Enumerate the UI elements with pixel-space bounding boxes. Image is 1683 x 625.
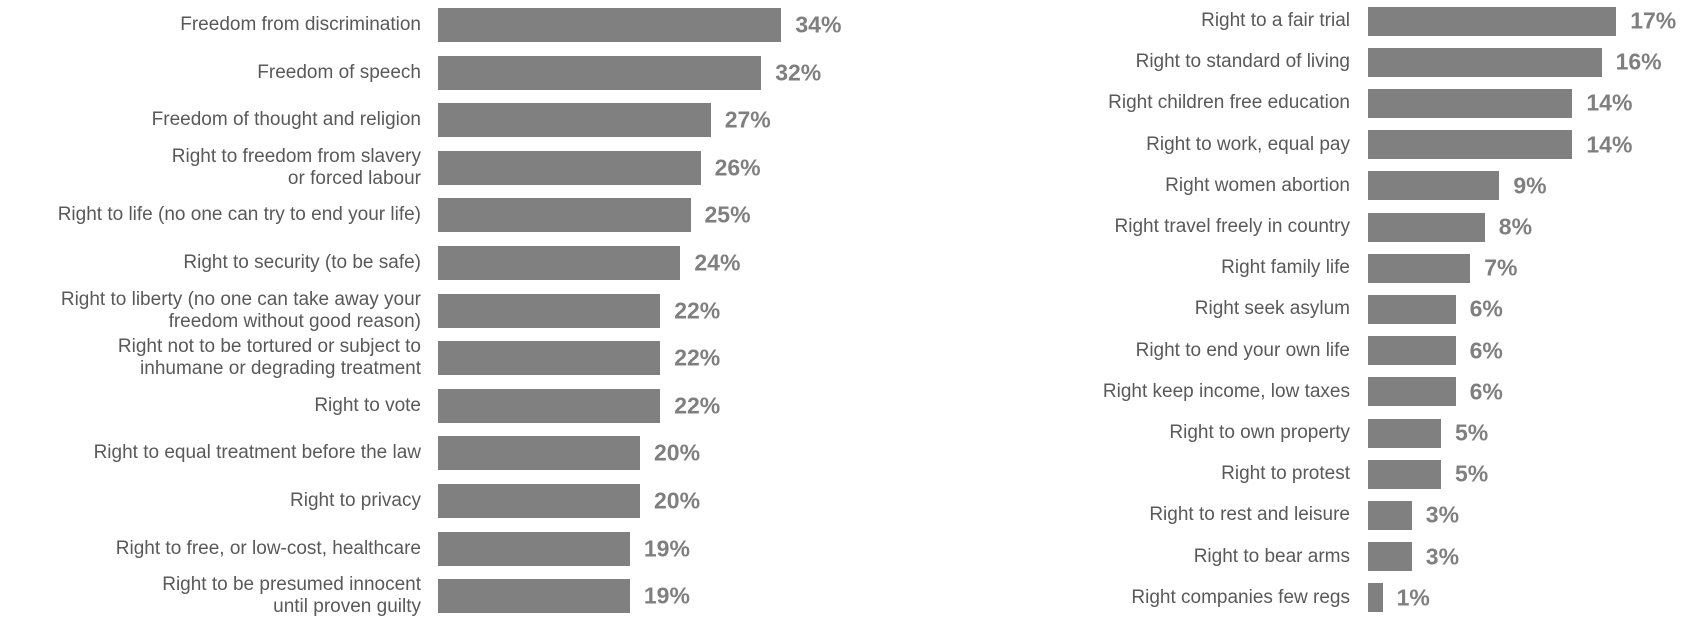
value-label: 26% [714, 154, 761, 181]
value-label: 5% [1455, 460, 1489, 487]
bar [438, 341, 661, 376]
category-label: Right to vote [314, 394, 421, 416]
bar [438, 388, 661, 423]
bar [1368, 130, 1573, 160]
bar [1368, 377, 1456, 407]
category-label: Right to equal treatment before the law [93, 442, 421, 464]
value-label: 1% [1396, 584, 1430, 611]
bar [1368, 500, 1412, 530]
category-label: Right keep income, low taxes [1102, 380, 1350, 402]
value-label: 20% [654, 439, 701, 466]
category-label: Freedom of thought and religion [151, 109, 421, 131]
bar [1368, 294, 1456, 324]
value-label: 19% [643, 582, 690, 609]
category-label: Right to security (to be safe) [183, 252, 421, 273]
bar [438, 246, 681, 280]
value-label: 20% [654, 487, 701, 514]
value-label: 25% [704, 201, 751, 228]
value-label: 9% [1513, 172, 1547, 199]
category-label: Right to liberty (no one can take away y… [60, 288, 421, 332]
value-label: 22% [674, 297, 721, 324]
bar [438, 579, 630, 614]
category-label: Right to be presumed innocent until prov… [162, 574, 421, 618]
value-label: 34% [795, 11, 842, 38]
value-label: 6% [1469, 295, 1503, 322]
value-label: 17% [1630, 7, 1677, 34]
value-label: 6% [1469, 378, 1503, 405]
category-label: Right to life (no one can try to end you… [57, 204, 421, 226]
category-label: Right to a fair trial [1201, 10, 1350, 31]
category-label: Right to end your own life [1135, 339, 1350, 361]
value-label: 6% [1469, 337, 1503, 364]
category-label: Right to standard of living [1135, 51, 1350, 73]
value-label: 22% [674, 392, 721, 419]
bar [438, 55, 762, 90]
category-label: Freedom of speech [257, 61, 421, 83]
bar [1368, 6, 1617, 36]
value-label: 32% [775, 59, 822, 86]
category-label: Right to rest and leisure [1149, 504, 1350, 526]
bar [1368, 336, 1456, 366]
category-label: Freedom from discrimination [180, 14, 421, 35]
bar [438, 531, 630, 566]
category-label: Right not to be tortured or subject to i… [117, 336, 421, 380]
value-label: 19% [643, 535, 690, 562]
bar [438, 293, 661, 328]
value-label: 5% [1455, 419, 1489, 446]
bar [438, 150, 701, 185]
category-label: Right to work, equal pay [1146, 133, 1350, 155]
category-label: Right travel freely in country [1114, 216, 1351, 237]
value-label: 14% [1586, 131, 1633, 158]
category-label: Right to privacy [290, 490, 421, 511]
bar [438, 436, 640, 471]
category-label: Right companies few regs [1131, 586, 1350, 608]
value-label: 3% [1425, 501, 1460, 528]
bar [438, 8, 782, 42]
bar [438, 198, 691, 233]
bar [1368, 583, 1383, 613]
value-label: 27% [724, 106, 771, 133]
bar [1368, 459, 1441, 489]
bar [1368, 88, 1573, 118]
value-label: 24% [694, 249, 741, 276]
bar [438, 484, 640, 518]
category-label: Right women abortion [1165, 174, 1350, 196]
bar [1368, 47, 1602, 77]
category-label: Right to freedom from slavery or forced … [171, 145, 421, 189]
bar [1368, 171, 1500, 201]
value-label: 22% [674, 344, 721, 371]
bar [1368, 542, 1412, 572]
category-label: Right to protest [1221, 463, 1350, 485]
category-label: Right family life [1221, 257, 1350, 279]
bar [1368, 253, 1471, 283]
bar [1368, 418, 1441, 448]
value-label: 3% [1425, 543, 1460, 570]
category-label: Right to bear arms [1193, 545, 1350, 567]
bar [438, 103, 711, 138]
value-label: 7% [1484, 254, 1518, 281]
value-label: 16% [1615, 48, 1662, 75]
bar [1368, 212, 1485, 242]
category-label: Right to free, or low-cost, healthcare [115, 537, 421, 559]
value-label: 14% [1586, 89, 1633, 116]
category-label: Right children free education [1108, 92, 1350, 114]
value-label: 8% [1498, 213, 1533, 240]
category-label: Right seek asylum [1194, 298, 1350, 320]
category-label: Right to own property [1169, 422, 1350, 443]
